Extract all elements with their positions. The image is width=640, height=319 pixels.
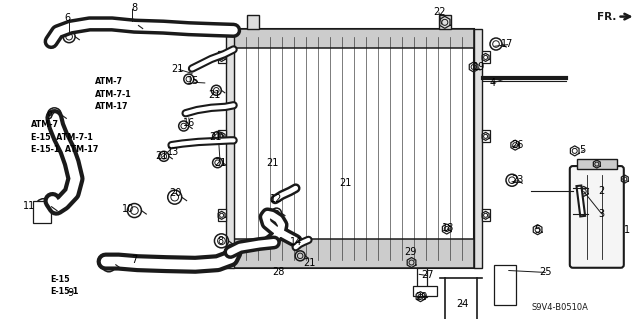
Text: 8: 8 bbox=[218, 236, 224, 246]
Text: 10: 10 bbox=[122, 204, 134, 214]
Text: 20: 20 bbox=[169, 188, 182, 198]
Text: 26: 26 bbox=[511, 140, 524, 150]
Bar bbox=[218, 209, 226, 221]
Text: 29: 29 bbox=[404, 247, 417, 257]
Text: 17: 17 bbox=[501, 39, 514, 49]
Text: 19: 19 bbox=[472, 62, 485, 72]
Text: 11: 11 bbox=[22, 201, 35, 211]
Bar bbox=[482, 51, 490, 63]
Text: 1: 1 bbox=[624, 225, 630, 235]
Text: 5: 5 bbox=[534, 225, 541, 235]
Text: ATM-7
ATM-7-1
ATM-17: ATM-7 ATM-7-1 ATM-17 bbox=[95, 77, 131, 111]
Text: 8: 8 bbox=[131, 3, 138, 13]
Bar bbox=[234, 239, 474, 268]
FancyBboxPatch shape bbox=[570, 166, 624, 268]
Text: 7: 7 bbox=[131, 255, 138, 265]
Text: 24: 24 bbox=[456, 299, 469, 309]
Bar bbox=[577, 159, 617, 169]
Bar bbox=[482, 209, 490, 221]
Bar bbox=[218, 51, 226, 63]
Text: 2: 2 bbox=[598, 186, 605, 197]
Text: 6: 6 bbox=[64, 12, 70, 23]
Text: 18: 18 bbox=[442, 223, 454, 233]
Bar bbox=[494, 265, 516, 305]
Text: ATM-7
E-15  ATM-7-1
E-15-1  ATM-17: ATM-7 E-15 ATM-7-1 E-15-1 ATM-17 bbox=[31, 120, 98, 154]
Text: 28: 28 bbox=[272, 267, 285, 277]
Text: 15: 15 bbox=[187, 76, 200, 86]
Bar bbox=[226, 29, 234, 268]
Text: 21: 21 bbox=[208, 90, 221, 100]
Text: 12: 12 bbox=[270, 194, 283, 204]
Text: 22: 22 bbox=[433, 7, 445, 17]
Text: 23: 23 bbox=[511, 175, 524, 185]
Text: 13: 13 bbox=[166, 146, 179, 157]
Text: 14: 14 bbox=[289, 237, 302, 248]
Text: 9: 9 bbox=[47, 111, 53, 122]
Bar bbox=[413, 286, 437, 295]
Text: 21: 21 bbox=[339, 178, 352, 189]
Bar bbox=[417, 268, 428, 297]
Text: 21: 21 bbox=[156, 151, 168, 161]
Text: 21: 21 bbox=[214, 158, 227, 168]
Text: 21: 21 bbox=[303, 258, 316, 268]
Text: 21: 21 bbox=[266, 158, 278, 168]
Bar bbox=[247, 15, 259, 29]
Text: 21: 21 bbox=[172, 63, 184, 74]
Text: 3: 3 bbox=[598, 209, 605, 219]
Text: 4: 4 bbox=[490, 78, 496, 88]
Text: 16: 16 bbox=[182, 118, 195, 128]
Bar bbox=[33, 201, 51, 223]
Text: E-15
E-15-1: E-15 E-15-1 bbox=[50, 275, 78, 296]
Bar bbox=[234, 29, 474, 268]
Bar bbox=[474, 29, 482, 268]
Text: 27: 27 bbox=[421, 270, 434, 280]
Text: 29: 29 bbox=[415, 292, 428, 302]
Bar bbox=[234, 29, 474, 48]
Text: 5: 5 bbox=[579, 145, 586, 155]
Text: 21: 21 bbox=[209, 132, 221, 142]
Text: 9: 9 bbox=[67, 288, 74, 299]
Bar bbox=[218, 130, 226, 142]
Text: 25: 25 bbox=[539, 267, 552, 277]
Bar bbox=[439, 15, 451, 29]
Text: S9V4-B0510A: S9V4-B0510A bbox=[531, 303, 588, 312]
Text: FR.: FR. bbox=[597, 11, 616, 22]
Bar bbox=[482, 130, 490, 142]
